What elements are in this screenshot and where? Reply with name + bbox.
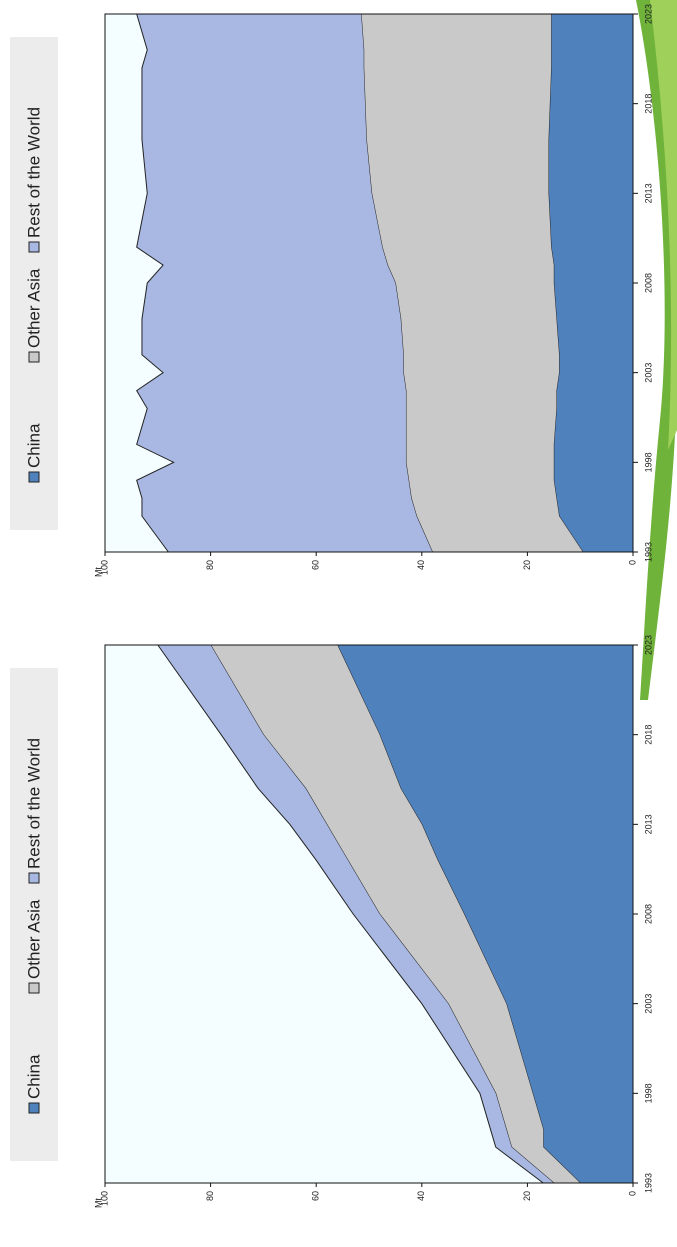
y-tick-label: 40 xyxy=(416,560,426,570)
legend-label: China xyxy=(24,1054,43,1099)
y-axis-label: Mt xyxy=(93,567,103,577)
legend-label: China xyxy=(24,423,43,468)
x-tick-label: 2023 xyxy=(643,4,653,24)
legend-swatch xyxy=(29,472,39,482)
x-tick-label: 1998 xyxy=(643,452,653,472)
y-tick-label: 60 xyxy=(311,560,321,570)
chart: 0204060801001993199820032008201320182023… xyxy=(10,4,653,577)
x-tick-label: 2008 xyxy=(643,273,653,293)
x-tick-label: 2023 xyxy=(643,635,653,655)
x-tick-label: 1993 xyxy=(643,542,653,562)
legend-swatch xyxy=(29,873,39,883)
x-tick-label: 2018 xyxy=(643,94,653,114)
x-tick-label: 1993 xyxy=(643,1173,653,1193)
y-tick-label: 0 xyxy=(627,1191,637,1196)
page: 0204060801001993199820032008201320182023… xyxy=(0,0,677,1247)
x-tick-label: 2013 xyxy=(643,814,653,834)
legend-label: Rest of the World xyxy=(24,107,43,238)
chart: 0204060801001993199820032008201320182023… xyxy=(10,635,653,1208)
area-segment xyxy=(549,14,633,552)
x-tick-label: 2018 xyxy=(643,725,653,745)
x-tick-label: 2013 xyxy=(643,183,653,203)
legend-swatch xyxy=(29,242,39,252)
legend-swatch xyxy=(29,352,39,362)
x-tick-label: 2008 xyxy=(643,904,653,924)
legend-swatch xyxy=(29,1103,39,1113)
y-tick-label: 40 xyxy=(416,1191,426,1201)
x-tick-label: 2003 xyxy=(643,994,653,1014)
y-tick-label: 60 xyxy=(311,1191,321,1201)
y-tick-label: 20 xyxy=(522,560,532,570)
y-tick-label: 80 xyxy=(205,560,215,570)
legend-label: Other Asia xyxy=(24,268,43,348)
y-tick-label: 20 xyxy=(522,1191,532,1201)
legend-swatch xyxy=(29,983,39,993)
y-tick-label: 80 xyxy=(205,1191,215,1201)
legend-label: Rest of the World xyxy=(24,738,43,869)
x-tick-label: 1998 xyxy=(643,1083,653,1103)
y-axis-label: Mt xyxy=(93,1198,103,1208)
y-tick-label: 0 xyxy=(627,560,637,565)
x-tick-label: 2003 xyxy=(643,363,653,383)
legend-label: Other Asia xyxy=(24,899,43,979)
